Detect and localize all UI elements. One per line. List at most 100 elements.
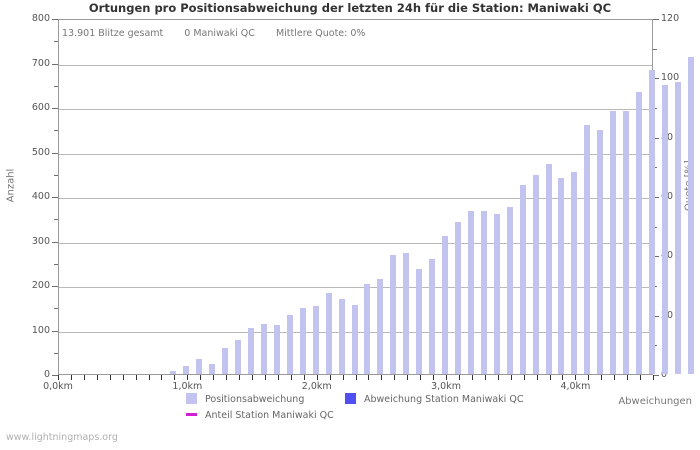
x-axis-tick [122, 375, 124, 380]
y-axis-tick [52, 286, 58, 287]
y-axis-tick-label: 500 [31, 146, 50, 158]
legend-item[interactable]: Abweichung Station Maniwaki QC [345, 393, 523, 405]
y-axis-tick-label: 700 [31, 57, 50, 69]
x-axis-tick [640, 375, 642, 380]
bar [209, 364, 216, 374]
legend-label: Abweichung Station Maniwaki QC [364, 394, 524, 405]
x-axis-tick [575, 375, 577, 380]
y2-axis-tick-label: 120 [661, 13, 680, 24]
bar [519, 184, 526, 374]
bar [661, 84, 668, 374]
bar [299, 308, 306, 374]
bar [558, 178, 565, 374]
x-axis-tick [161, 375, 163, 380]
x-axis-tick [355, 375, 357, 380]
x-axis-tick [303, 375, 305, 380]
x-axis-tick [226, 375, 228, 380]
gridline [59, 109, 652, 110]
x-axis-tick [252, 375, 254, 380]
bar [571, 171, 578, 374]
x-axis-tick [497, 375, 499, 380]
legend-label: Positionsabweichung [205, 394, 305, 405]
bar [623, 111, 630, 374]
x-axis-tick [187, 375, 189, 380]
chart-subtitle: 13.901 Blitze gesamt 0 Maniwaki QC Mittl… [62, 28, 383, 39]
bar [649, 69, 656, 374]
x-axis-tick [433, 375, 435, 380]
y-axis-minor-tick [54, 41, 58, 43]
bar [273, 325, 280, 374]
y2-axis-minor-tick [653, 48, 657, 50]
bar [674, 81, 681, 374]
y-axis-tick [52, 241, 58, 243]
legend-square-swatch [345, 393, 356, 404]
bar [403, 252, 410, 374]
plot-area [58, 19, 694, 375]
bar [455, 222, 461, 374]
bar [170, 371, 177, 374]
gridline [59, 287, 652, 288]
gridline [59, 153, 652, 155]
x-axis-tick [135, 375, 137, 380]
bar [183, 366, 190, 374]
x-axis-tick [109, 375, 111, 380]
bar [312, 306, 319, 374]
legend-label: Anteil Station Maniwaki QC [205, 410, 334, 421]
bar [532, 175, 539, 374]
x-axis-tick [510, 375, 512, 380]
bar [222, 348, 229, 374]
y2-axis-tick [653, 256, 659, 258]
y-axis-tick-label: 100 [31, 324, 50, 336]
x-axis-tick [394, 375, 396, 380]
y-axis-tick [52, 197, 58, 198]
x-axis-tick [627, 375, 629, 380]
watermark: www.lightningmaps.org [6, 432, 118, 443]
bar [636, 91, 643, 374]
y-axis-tick-label: 600 [31, 102, 50, 113]
x-axis-tick [58, 375, 59, 380]
x-axis-tick [588, 375, 590, 380]
y-axis-tick [52, 330, 58, 332]
y-axis-minor-tick [54, 85, 58, 87]
bar [480, 210, 487, 374]
chart-title: Ortungen pro Positionsabweichung der let… [88, 1, 612, 15]
total-strokes-label: 13.901 Blitze gesamt [62, 28, 164, 39]
y-axis-tick-label: 0 [43, 369, 50, 380]
bar [597, 130, 604, 374]
legend-item[interactable]: Positionsabweichung [186, 393, 304, 405]
y-axis-tick-label: 200 [31, 280, 50, 291]
y-axis-minor-tick [54, 219, 58, 221]
x-axis-tick [290, 375, 292, 380]
x-axis-tick-label: 4,0km [560, 381, 591, 392]
x-axis-tick [239, 375, 241, 380]
x-axis-tick [536, 375, 538, 380]
x-axis-title: Abweichungen [618, 396, 692, 407]
y-axis-tick-label: 400 [31, 191, 50, 202]
bar [248, 327, 255, 374]
x-axis-tick [96, 375, 98, 380]
gridline [59, 64, 652, 66]
x-axis-tick [148, 375, 150, 380]
x-axis-tick-label: 2,0km [301, 381, 332, 392]
x-axis-tick [562, 375, 564, 380]
bar [687, 57, 694, 374]
bar [196, 359, 203, 374]
bar [493, 213, 500, 374]
x-axis-tick [653, 375, 654, 380]
y-axis-minor-tick [54, 263, 58, 265]
x-axis-tick [83, 375, 85, 380]
y2-axis-tick [653, 375, 659, 376]
bar [416, 268, 423, 374]
x-axis-tick [407, 375, 409, 380]
y-axis-minor-tick [54, 308, 58, 310]
legend-line-swatch [186, 413, 197, 416]
x-axis-tick [601, 375, 603, 380]
legend-item[interactable]: Anteil Station Maniwaki QC [186, 410, 334, 421]
x-axis-tick-label: 0,0km [43, 381, 73, 392]
y-axis-tick-label: 800 [31, 13, 50, 24]
x-axis-tick [549, 375, 551, 380]
gridline [59, 198, 652, 199]
bar-series-positionsabweichung [59, 20, 694, 374]
chart-legend: Positionsabweichung Abweichung Station Ma… [0, 393, 700, 433]
